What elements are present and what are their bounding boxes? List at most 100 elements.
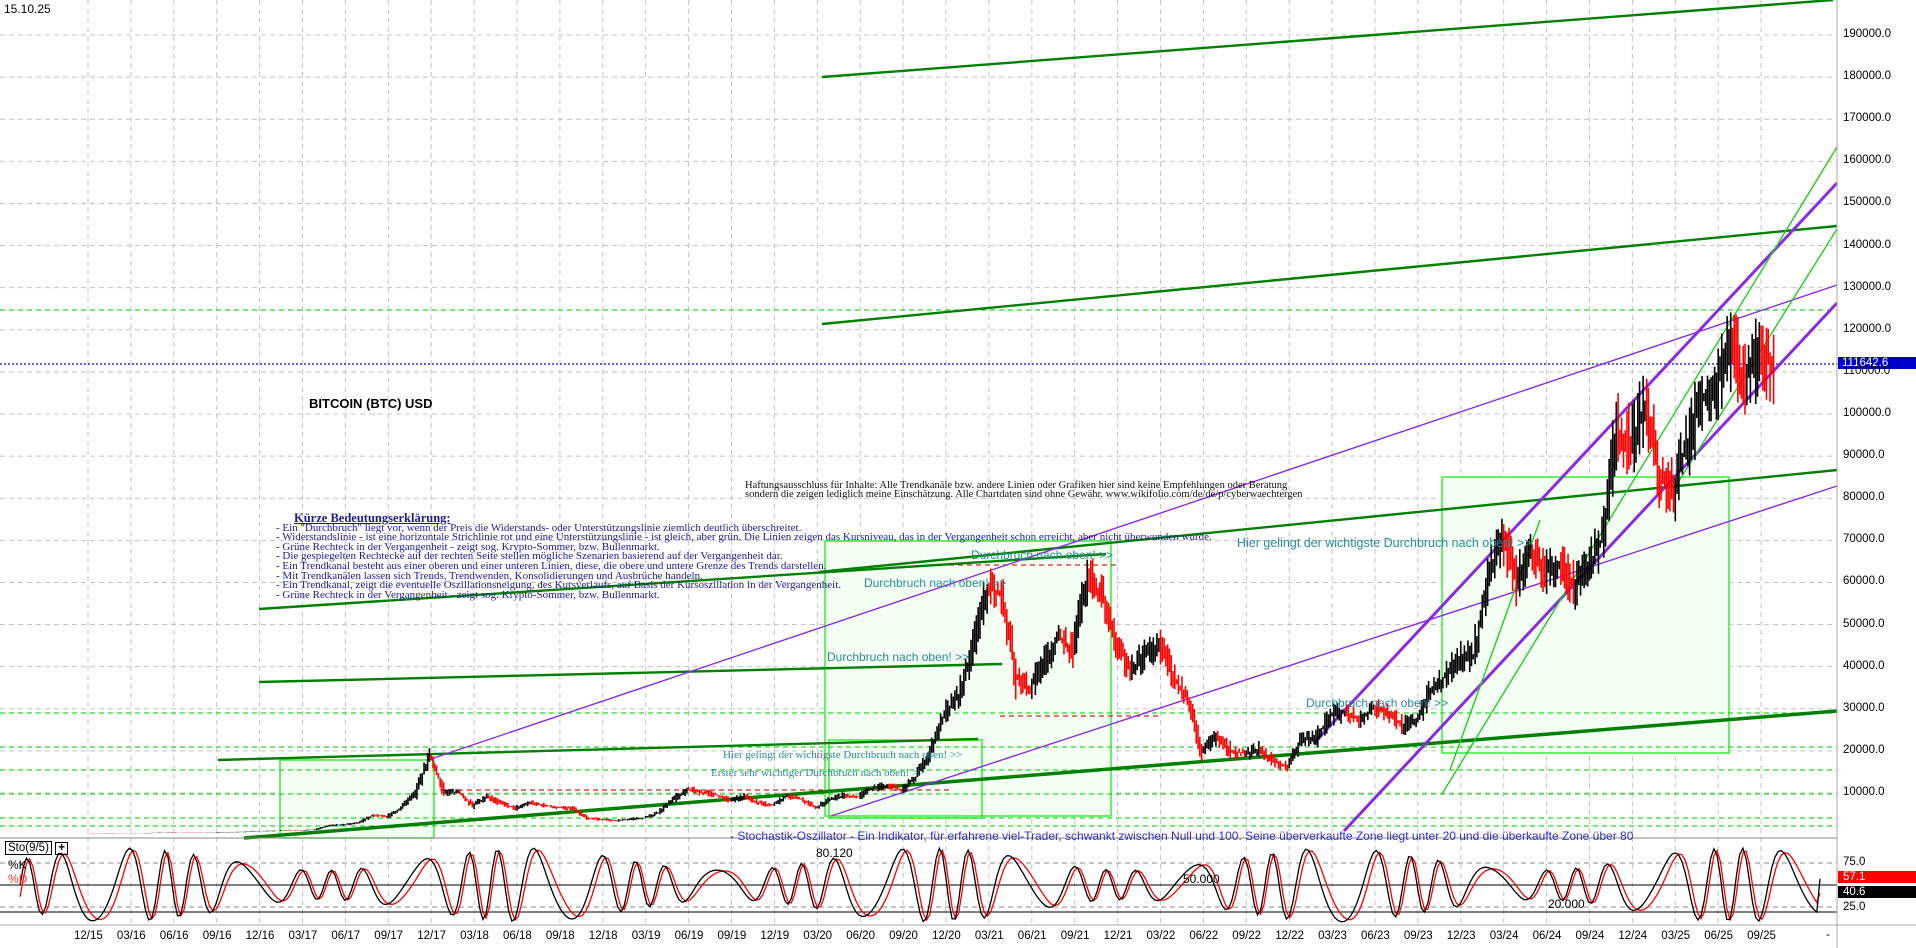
x-tick-label: 09/17 [374,930,404,942]
x-tick-label: 03/24 [1489,930,1519,942]
x-tick-label: 12/18 [588,930,618,942]
x-tick-label: 03/19 [631,930,661,942]
x-tick-label: 12/23 [1446,930,1476,942]
legend-line: - Widerstandslinie - ist eine horizontal… [276,531,1212,544]
breakout-label: Durchbruch nach oben! >> [1306,696,1449,710]
breakout-label: Durchbruch nach oben! >> [864,576,1007,590]
bull-zone-2024 [1441,476,1730,754]
legend-line: - Mit Trendkanälen lassen sich Trends, T… [276,569,703,582]
x-tick-label: 03/17 [288,930,318,942]
y-tick-label: 70000.0 [1843,533,1885,546]
x-tick-label: 03/21 [974,930,1004,942]
y-tick-label: 170000.0 [1843,112,1891,125]
stoch-d-label: %D [8,872,28,886]
disclaimer: Haftungsausschluss für Inhalte: Alle Tre… [745,480,1303,500]
x-tick-label: 09/24 [1575,930,1605,942]
x-tick-label: 09/23 [1403,930,1433,942]
stoch-expand-button[interactable]: + [55,842,69,855]
x-tick-label: 03/16 [116,930,146,942]
y-tick-label: 100000.0 [1843,407,1891,419]
y-tick-label: 130000.0 [1843,280,1891,293]
legend-title: Kürze Bedeutungserklärung: [294,511,451,525]
stoch-k-label: %K [8,858,27,872]
y-tick-label: 10000.0 [1843,786,1885,798]
x-tick-label: 12/19 [760,930,790,942]
x-tick-label: 03/23 [1318,930,1347,942]
x-tick-label: 03/18 [460,930,489,942]
stoch-d-value: 40.6 [1838,886,1916,898]
x-tick-label: 12/22 [1275,930,1304,942]
breakout-label: Durchbruch nach oben! >> [971,548,1114,562]
x-tick-label: 09/21 [1060,930,1090,942]
support-lines [0,309,1837,827]
breakout-label: Durchbruch nach oben! >> [827,650,970,664]
x-tick-label: 12/20 [932,930,961,942]
stoch-d-line [19,848,1821,922]
stoch-k-value: 57.1 [1838,871,1916,883]
x-tick-label: 06/17 [331,930,361,942]
stoch-series [19,846,1821,923]
x-tick-label: 03/20 [803,930,833,942]
stoch-title-label: Sto(9/5) [5,841,52,855]
x-tick-label: 06/20 [846,930,875,942]
x-tick-label: 09/22 [1232,930,1262,942]
legend-line: - Grüne Rechteck in der Vergangenheit - … [276,540,660,553]
stoch-k-line [19,846,1821,923]
chart-title: BITCOIN (BTC) USD [309,396,433,411]
x-tick-label: 12/17 [417,930,446,942]
price-series [87,312,1775,834]
legend-line: - Ein Trendkanal, zeigt die eventuelle O… [276,579,842,592]
x-tick-label: 12/24 [1618,930,1648,942]
x-tick-label: 06/16 [159,930,189,942]
legend-line: - Ein Trendkanal besteht aus einer obere… [276,559,827,572]
stoch-marker-20: 20.000 [1548,897,1585,911]
stoch-level-25: 25.0 [1843,901,1866,913]
legend-line: - Grüne Rechteck in der Vergangenheit - … [276,588,660,601]
x-tick-label: 12/21 [1103,930,1133,942]
x-tick-label: 06/23 [1361,930,1390,942]
y-tick-label: 180000.0 [1843,70,1891,83]
trend-lines-green [217,0,1838,840]
grid [0,0,1837,925]
stoch-description: - Stochastik-Oszillator - Ein Indikator,… [730,829,1634,843]
y-tick-label: 160000.0 [1843,154,1891,167]
bull-zones [279,476,1730,839]
disclaimer-line-2: sondern die zeigen lediglich meine Einsc… [745,488,1303,500]
stoch-marker-80: 80.120 [816,846,853,860]
x-tick-label: 09/16 [202,930,232,942]
chart-date: 15.10.25 [4,2,51,16]
y-tick-label: 40000.0 [1843,659,1885,672]
most-important-breakout-old-label: Hier gelingt der wichtigste Durchbruch n… [723,749,963,761]
y-tick-label: 90000.0 [1843,449,1885,462]
x-tick-label: 09/18 [545,930,575,942]
y-tick-label: 30000.0 [1843,701,1885,714]
y-tick-label: 80000.0 [1843,491,1885,504]
x-tick-label: 06/25 [1704,930,1733,942]
stoch-level-75: 75.0 [1843,856,1866,868]
x-tick-label: 09/25 [1747,930,1776,942]
y-tick-label: 110000.0 [1843,364,1891,377]
first-breakout-label: Erster sehr wichtiger Durchbruch nach ob… [711,767,925,779]
y-tick-label: 20000.0 [1843,743,1885,756]
current-price-label: 111642.6 [1838,357,1916,369]
x-tick-label: 09/20 [889,930,918,942]
y-tick-label: 50000.0 [1843,617,1885,630]
y-tick-label: 120000.0 [1843,322,1891,335]
x-tick-label: 12/15 [74,930,103,942]
y-tick-label: 140000.0 [1843,238,1891,251]
y-tick-label: 150000.0 [1843,196,1891,209]
x-tick-label: 12/16 [245,930,275,942]
x-tick-label: 06/18 [503,930,532,942]
x-tick-label: 03/25 [1661,930,1691,942]
disclaimer-line-1: Haftungsausschluss für Inhalte: Alle Tre… [745,480,1288,491]
x-tick-label: 06/21 [1017,930,1047,942]
scroll-marker[interactable]: - [1826,929,1830,941]
y-tick-label: 60000.0 [1843,575,1885,588]
x-tick-label: 09/19 [717,930,747,942]
x-tick-label: 06/19 [674,930,704,942]
legend-line: - Ein "Durchbruch" liegt vor, wenn der P… [276,521,802,534]
x-tick-label: 06/24 [1532,930,1562,942]
x-tick-label: 06/22 [1189,930,1219,942]
x-tick-label: 03/22 [1146,930,1176,942]
